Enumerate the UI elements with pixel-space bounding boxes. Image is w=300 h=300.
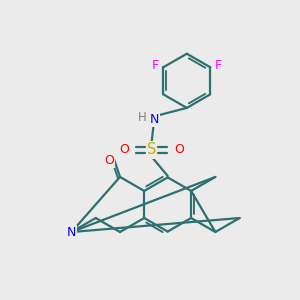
Text: H: H <box>138 111 147 124</box>
Text: O: O <box>104 154 114 167</box>
Text: F: F <box>215 59 222 72</box>
Text: O: O <box>119 143 129 157</box>
Text: O: O <box>174 143 184 157</box>
Text: N: N <box>67 226 76 238</box>
Text: F: F <box>152 59 159 72</box>
Text: N: N <box>150 112 159 126</box>
Text: S: S <box>147 142 156 158</box>
